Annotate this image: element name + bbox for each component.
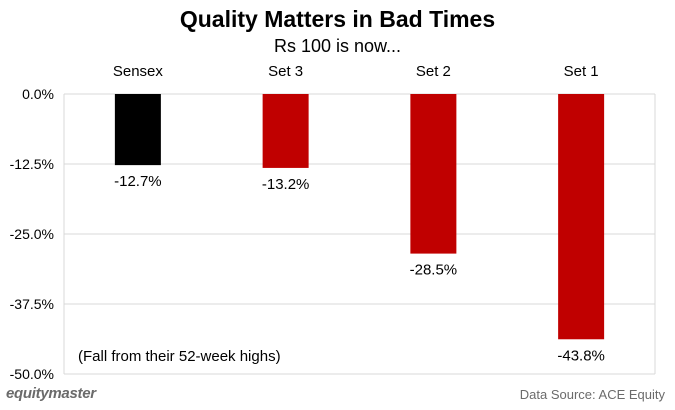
- category-label: Set 2: [416, 63, 451, 80]
- bar-set-1: [558, 94, 605, 340]
- chart-title: Quality Matters in Bad Times: [179, 6, 496, 32]
- y-tick-label: 0.0%: [22, 86, 54, 102]
- y-tick-label: -50.0%: [10, 366, 54, 382]
- brand-logo: equitymaster: [6, 385, 96, 402]
- category-label: Set 3: [268, 63, 303, 80]
- chart-subtitle: Rs 100 is now...: [273, 36, 402, 56]
- bar-sensex: [114, 94, 161, 166]
- bar-set-2: [410, 94, 457, 254]
- data-source: Data Source: ACE Equity: [519, 387, 665, 402]
- data-label: -43.8%: [557, 347, 605, 364]
- data-label: -13.2%: [262, 176, 310, 193]
- chart-annotation: (Fall from their 52-week highs): [78, 348, 281, 365]
- category-label: Sensex: [113, 63, 164, 80]
- bar-set-3: [262, 94, 309, 168]
- data-label: -28.5%: [410, 262, 458, 279]
- category-label: Set 1: [564, 63, 599, 80]
- y-tick-label: -25.0%: [10, 226, 54, 242]
- data-label: -12.7%: [114, 173, 162, 190]
- y-tick-label: -37.5%: [10, 296, 54, 312]
- y-tick-label: -12.5%: [10, 156, 54, 172]
